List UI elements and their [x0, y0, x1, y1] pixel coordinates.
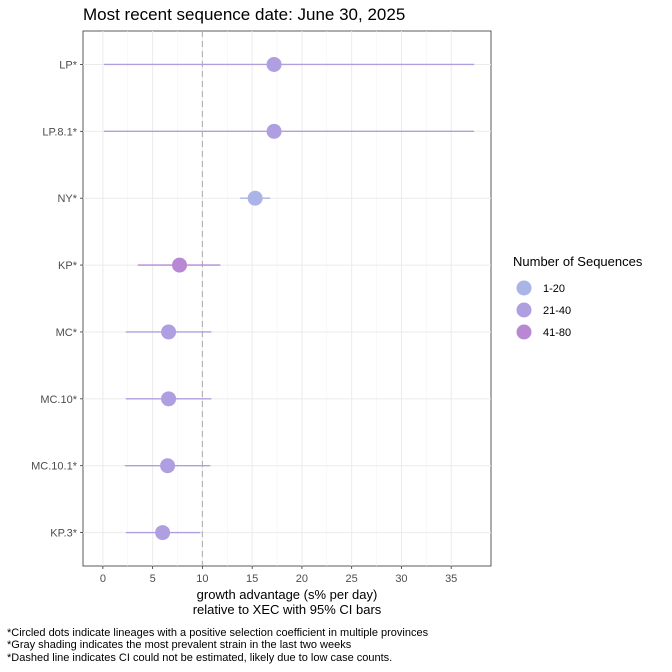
- y-tick-label: KP.3*: [50, 528, 77, 540]
- x-tick-label: 15: [246, 573, 258, 585]
- plot-panel: [82, 30, 492, 567]
- y-tick-label: NY*: [57, 193, 77, 205]
- gridlines: [83, 31, 491, 566]
- x-tick-label: 10: [196, 573, 208, 585]
- x-tick-label: 5: [150, 573, 156, 585]
- legend-swatch: [516, 280, 532, 296]
- y-tick-label: MC.10.1*: [31, 461, 78, 473]
- x-tick-label: 35: [445, 573, 457, 585]
- x-tick-label: 20: [296, 573, 308, 585]
- legend-title: Number of Sequences: [513, 254, 643, 269]
- x-axis: 0 5 10 15 20 25 30 35: [100, 566, 457, 585]
- data-point: [172, 257, 188, 273]
- y-axis: LP* LP.8.1* NY* KP* MC* MC.10* MC.10.1* KP.3*: [31, 59, 83, 540]
- data-point: [266, 123, 282, 139]
- y-tick-label: LP.8.1*: [42, 126, 77, 138]
- footnote-3: *Dashed line indicates CI could not be e…: [7, 652, 392, 664]
- x-axis-title-line2: relative to XEC with 95% CI bars: [193, 602, 382, 617]
- footnote-2: *Gray shading indicates the most prevale…: [7, 639, 352, 651]
- legend-label: 41-80: [543, 327, 571, 339]
- data-point: [160, 458, 176, 474]
- data-point: [266, 56, 282, 72]
- x-tick-label: 30: [395, 573, 407, 585]
- legend-swatch: [516, 302, 532, 318]
- legend-label: 1-20: [543, 283, 565, 295]
- data-point: [161, 391, 177, 407]
- x-axis-title-line1: growth advantage (s% per day): [197, 587, 378, 602]
- y-tick-label: MC.10*: [40, 394, 77, 406]
- data-point: [161, 324, 177, 340]
- y-tick-label: LP*: [59, 59, 77, 71]
- legend-swatch: [516, 324, 532, 340]
- legend: Number of Sequences 1-20 21-40 41-80: [513, 254, 643, 340]
- footnote-1: *Circled dots indicate lineages with a p…: [7, 627, 429, 639]
- legend-label: 21-40: [543, 305, 571, 317]
- y-tick-label: MC*: [56, 327, 78, 339]
- data-marks: [103, 56, 475, 541]
- x-tick-label: 0: [100, 573, 106, 585]
- x-tick-label: 25: [346, 573, 358, 585]
- y-tick-label: KP*: [58, 260, 78, 272]
- data-point: [247, 190, 263, 206]
- data-point: [155, 525, 171, 541]
- chart-title: Most recent sequence date: June 30, 2025: [83, 5, 405, 24]
